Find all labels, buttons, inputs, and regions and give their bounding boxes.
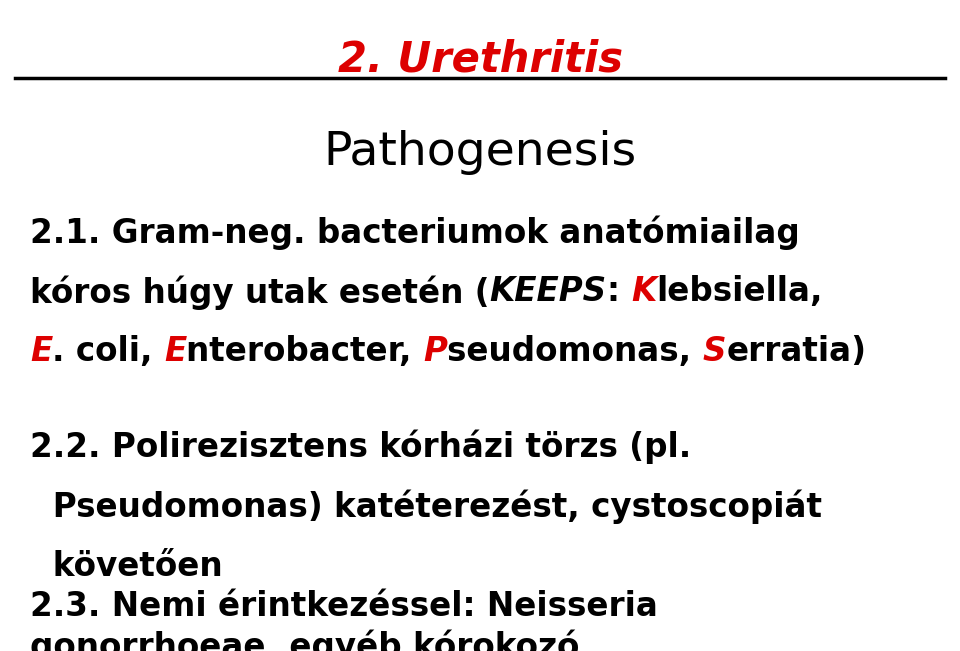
- Text: seudomonas,: seudomonas,: [447, 335, 703, 368]
- Text: 2.2. Polirezisztens kórházi törzs (pl.: 2.2. Polirezisztens kórházi törzs (pl.: [30, 430, 691, 465]
- Text: :: :: [607, 275, 631, 308]
- Text: lebsiella,: lebsiella,: [657, 275, 823, 308]
- Text: nterobacter,: nterobacter,: [186, 335, 423, 368]
- Text: 2.3. Nemi érintkezéssel: Neisseria: 2.3. Nemi érintkezéssel: Neisseria: [30, 590, 658, 623]
- Text: kóros húgy utak esetén (: kóros húgy utak esetén (: [30, 275, 490, 309]
- Text: Pseudomonas) katéterezést, cystoscopiát: Pseudomonas) katéterezést, cystoscopiát: [30, 490, 822, 525]
- Text: K: K: [631, 275, 657, 308]
- Text: követően: követően: [30, 550, 223, 583]
- Text: S: S: [703, 335, 726, 368]
- Text: P: P: [423, 335, 447, 368]
- Text: 2. Urethritis: 2. Urethritis: [338, 38, 622, 80]
- Text: . coli,: . coli,: [52, 335, 164, 368]
- Text: erratia): erratia): [726, 335, 866, 368]
- Text: Pathogenesis: Pathogenesis: [324, 130, 636, 175]
- Text: KEEPS: KEEPS: [490, 275, 607, 308]
- Text: gonorrhoeae, egyéb kórokozó: gonorrhoeae, egyéb kórokozó: [30, 630, 580, 651]
- Text: E: E: [30, 335, 52, 368]
- Text: E: E: [164, 335, 186, 368]
- Text: 2.1. Gram-neg. bacteriumok anatómiailag: 2.1. Gram-neg. bacteriumok anatómiailag: [30, 215, 800, 249]
